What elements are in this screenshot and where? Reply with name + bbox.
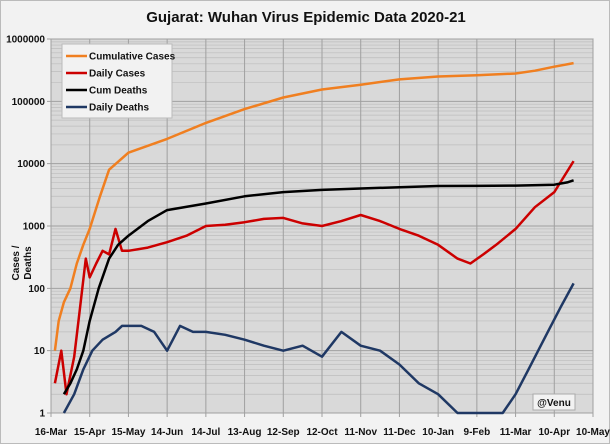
x-tick-label: 15-May	[111, 427, 145, 438]
x-tick-label: 10-Jan	[422, 427, 454, 438]
y-tick-label: 1	[39, 409, 45, 420]
x-tick-label: 13-Aug	[228, 427, 262, 438]
x-tick-label: 11-Nov	[344, 427, 377, 438]
author-annotation: @Venu	[537, 398, 571, 409]
y-tick-label: 100000	[12, 97, 46, 108]
y-tick-label: 1000	[23, 222, 46, 233]
legend-label: Daily Deaths	[89, 103, 149, 114]
chart-title: Gujarat: Wuhan Virus Epidemic Data 2020-…	[146, 9, 466, 26]
series-line-cum-deaths	[62, 179, 574, 395]
x-tick-label: 14-Jul	[191, 427, 220, 438]
x-tick-label: 9-Feb	[464, 427, 491, 438]
legend-box	[61, 43, 173, 119]
y-tick-label: 10000	[17, 159, 45, 170]
x-tick-label: 10-Apr	[538, 427, 570, 438]
x-tick-label: 15-Apr	[74, 427, 106, 438]
legend-label: Cum Deaths	[89, 86, 148, 97]
x-tick-label: 16-Mar	[35, 427, 67, 438]
series-line-cumulative-cases	[53, 61, 574, 351]
x-tick-label: 10-May	[576, 427, 610, 438]
legend-label: Cumulative Cases	[89, 52, 176, 63]
x-tick-label: 12-Oct	[306, 427, 338, 438]
annotation-box	[532, 393, 576, 411]
y-axis-label: Cases /Deaths	[11, 245, 34, 280]
series-line-daily-cases	[53, 160, 575, 396]
x-tick-label: 11-Dec	[383, 427, 416, 438]
x-tick-label: 12-Sep	[267, 427, 300, 438]
legend-label: Daily Cases	[89, 69, 146, 80]
y-tick-label: 1000000	[6, 35, 45, 46]
y-tick-label: 100	[28, 284, 45, 295]
x-tick-label: 14-Jun	[151, 427, 183, 438]
x-tick-label: 11-Mar	[500, 427, 532, 438]
y-tick-label: 10	[34, 346, 46, 357]
series-line-daily-deaths	[62, 282, 575, 415]
